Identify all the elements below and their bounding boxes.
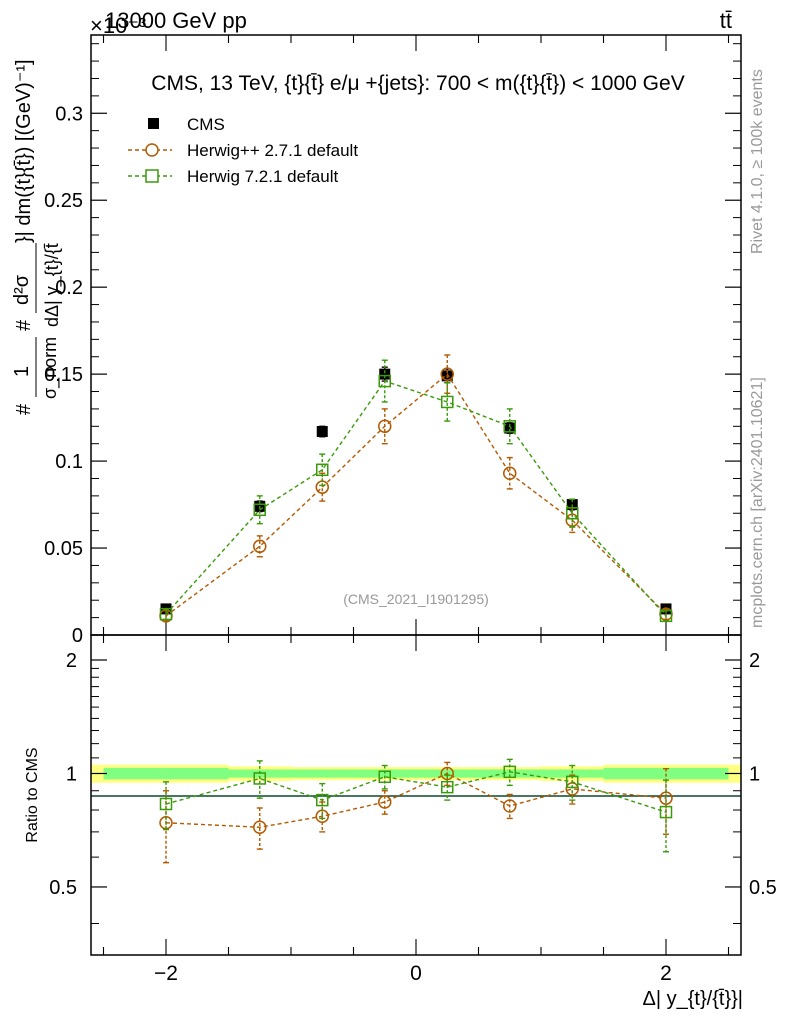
main-title: CMS, 13 TeV, {t}{t̄} e/μ +{jets}: 700 < …	[151, 72, 684, 95]
data-point	[378, 419, 392, 434]
band-inner	[353, 769, 416, 778]
legend-entry-herwigpp: Herwig++ 2.7.1 default	[128, 141, 358, 160]
y-tick-label: 0.3	[55, 103, 83, 125]
band-inner	[291, 769, 354, 778]
ratio-point	[503, 765, 516, 779]
ratio-panel: 0.5 0.5 1 1 2 2 −2 0 2 Ratio to CMS	[24, 634, 777, 985]
series-line	[165, 380, 667, 617]
ratio-y-tick-label: 1	[66, 763, 77, 785]
ratio-series-1	[159, 758, 673, 853]
watermark: (CMS_2021_I1901295)	[343, 591, 489, 607]
legend-cms-label: CMS	[187, 115, 225, 134]
beam-label: 13000 GeV pp	[105, 8, 247, 33]
band-inner	[603, 767, 729, 780]
ratio-y-tick-label-right: 2	[749, 650, 760, 672]
y-tick-label: 0.1	[55, 451, 83, 473]
y-exponent: ×10⁻³	[90, 13, 146, 38]
main-panel: CMS, 13 TeV, {t}{t̄} e/μ +{jets}: 700 < …	[11, 34, 742, 647]
ratio-data	[159, 758, 673, 864]
ratio-series-line	[165, 772, 667, 828]
ratio-y-tick-label-right: 1	[749, 763, 760, 785]
data-point	[566, 507, 579, 520]
legend-herwig7-label: Herwig 7.2.1 default	[187, 167, 338, 186]
data-point	[441, 395, 454, 409]
ratio-point	[503, 799, 517, 813]
ratio-y-tick-label: 2	[66, 650, 77, 672]
band-inner	[478, 769, 541, 778]
ratio-point	[159, 797, 173, 811]
ylabel-denominator: dΔ| y_{t}/{t̄	[42, 243, 63, 327]
legend-entry-herwig7: Herwig 7.2.1 default	[128, 167, 338, 186]
ratio-y-tick-label-right: 0.5	[749, 877, 777, 899]
legend-herwig7-marker	[145, 169, 159, 183]
main-data	[159, 354, 673, 623]
ylabel-hash2: #	[13, 319, 35, 331]
data-point	[504, 422, 516, 434]
ratio-point	[378, 770, 391, 784]
ratio-ticks: 0.5 0.5 1 1 2 2 −2 0 2	[49, 635, 777, 985]
data-point	[316, 426, 328, 438]
x-tick-label: 0	[410, 962, 422, 985]
ratio-point	[253, 820, 267, 835]
y-tick-label: 0	[72, 625, 83, 647]
series-1	[159, 354, 673, 623]
data-point	[503, 420, 516, 433]
ratio-point	[659, 805, 673, 819]
data-point	[315, 480, 329, 494]
ylabel-tail: }| dm({t}{t̄}) [(GeV)⁻¹]	[13, 59, 35, 243]
data-point	[503, 466, 517, 481]
series-2	[159, 359, 673, 623]
data-point	[379, 368, 391, 380]
mcplots-label: mcplots.cern.ch [arXiv:2401.10621]	[749, 377, 766, 628]
ratio-point	[253, 772, 266, 785]
data-point	[378, 374, 391, 388]
ratio-band	[91, 764, 741, 783]
main-ticks: 0 0.05 0.1 0.15 0.2 0.25 0.3	[44, 35, 741, 647]
x-tick-label: 2	[660, 962, 672, 985]
y-tick-label: 0.2	[55, 277, 83, 299]
data-point	[316, 463, 329, 477]
process-label: tt̄	[720, 8, 732, 33]
ratio-frame	[90, 634, 742, 956]
band-inner	[103, 767, 229, 780]
data-point	[659, 609, 673, 623]
series-line	[165, 373, 667, 617]
ylabel-one: 1	[11, 366, 33, 377]
y-tick-label: 0.15	[44, 364, 83, 386]
data-point	[159, 607, 173, 621]
legend-entry-cms: CMS	[148, 115, 225, 134]
series-0	[160, 366, 672, 615]
ratio-ylabel: Ratio to CMS	[24, 747, 41, 842]
data-point	[253, 503, 266, 517]
ylabel-hash1: #	[13, 403, 35, 415]
ratio-point	[441, 780, 454, 794]
y-tick-label: 0.25	[44, 190, 83, 212]
data-point	[253, 539, 267, 554]
ratio-point	[316, 793, 329, 807]
main-ylabel: # 1 σ_norm # d²σ dΔ| y_{t}/{t̄ }| dm({t}…	[11, 59, 63, 415]
x-tick-label: −2	[154, 962, 178, 985]
band-inner	[541, 769, 604, 778]
x-axis-label: Δ| y_{t}/{t̄}}|	[643, 988, 744, 1010]
rivet-label: Rivet 4.1.0, ≥ 100k events	[749, 69, 766, 254]
ratio-point	[566, 775, 579, 789]
ylabel-d2sigma: d²σ	[11, 274, 33, 305]
ratio-point	[440, 766, 454, 781]
legend-herwigpp-label: Herwig++ 2.7.1 default	[187, 141, 358, 160]
ratio-series-line	[165, 771, 667, 813]
ylabel-sigma: σ_norm	[40, 337, 61, 399]
legend-herwigpp-marker	[145, 143, 159, 157]
legend-cms-marker	[148, 118, 159, 129]
legend: CMS Herwig++ 2.7.1 default Herwig 7.2.1 …	[128, 115, 358, 186]
y-tick-label: 0.05	[44, 538, 83, 560]
ratio-y-tick-label: 0.5	[49, 877, 77, 899]
ratio-point	[378, 795, 392, 809]
data-point	[440, 367, 454, 381]
